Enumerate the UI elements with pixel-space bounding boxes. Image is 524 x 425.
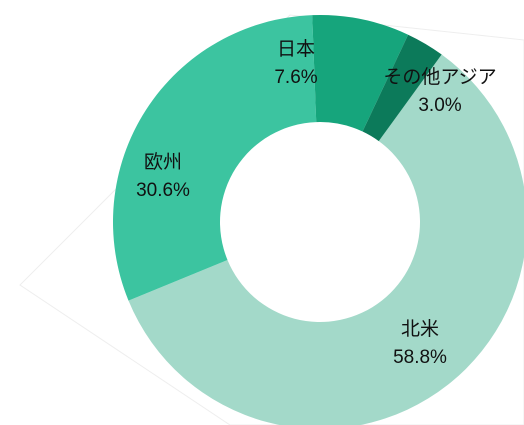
- slice-label: その他アジア: [383, 66, 496, 88]
- slice-value: 30.6%: [136, 180, 190, 201]
- slice-value: 3.0%: [418, 95, 461, 116]
- slice-label: 日本: [277, 38, 315, 60]
- slice: [128, 54, 524, 425]
- slice: [113, 15, 317, 301]
- slice: [312, 15, 409, 132]
- slice-value: 58.8%: [393, 347, 447, 368]
- slice-label: 欧州: [144, 151, 182, 173]
- slice-value: 7.6%: [274, 67, 317, 88]
- slice: [362, 34, 442, 142]
- slice-label: 北米: [401, 318, 439, 340]
